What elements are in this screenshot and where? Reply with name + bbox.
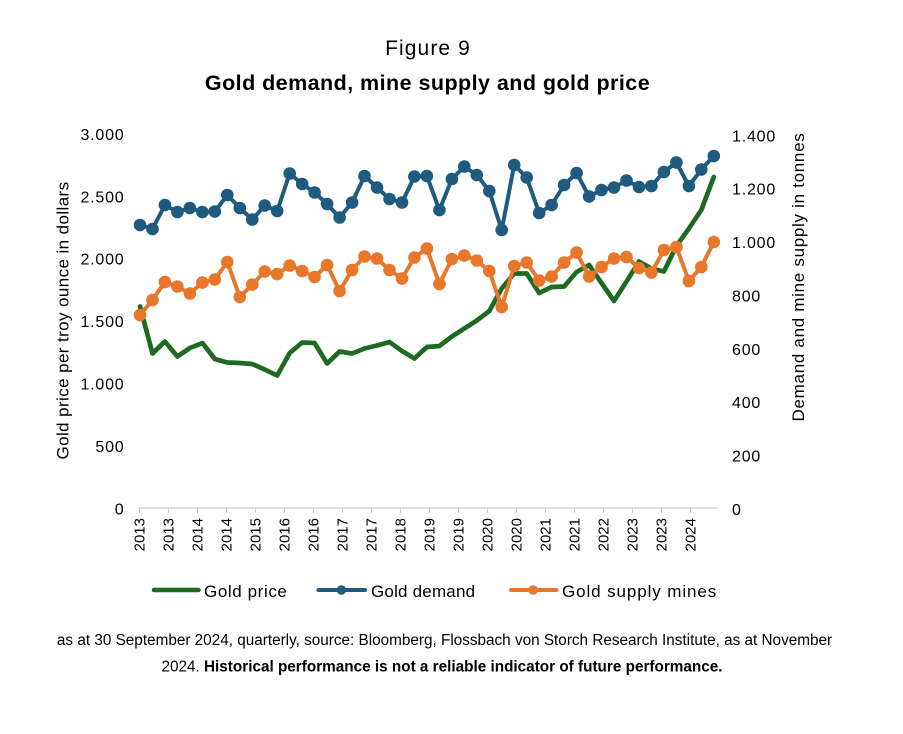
svg-text:2018: 2018 bbox=[393, 518, 410, 551]
svg-text:Figure 9: Figure 9 bbox=[385, 37, 471, 60]
svg-text:2016: 2016 bbox=[277, 518, 294, 551]
svg-text:1.500: 1.500 bbox=[80, 314, 124, 331]
svg-text:Gold price: Gold price bbox=[204, 582, 287, 601]
svg-text:Gold supply mines: Gold supply mines bbox=[562, 582, 717, 601]
svg-text:2024: 2024 bbox=[683, 518, 700, 551]
svg-text:2022: 2022 bbox=[596, 518, 613, 551]
svg-text:Demand and mine supply in tonn: Demand and mine supply in tonnes bbox=[789, 133, 808, 422]
svg-text:as at 30 September 2024, quart: as at 30 September 2024, quarterly, sour… bbox=[57, 632, 832, 649]
svg-text:400: 400 bbox=[732, 395, 761, 412]
svg-text:500: 500 bbox=[95, 439, 124, 456]
svg-text:2024. Historical performance i: 2024. Historical performance is not a re… bbox=[161, 659, 722, 676]
svg-text:2015: 2015 bbox=[248, 518, 265, 551]
svg-text:2023: 2023 bbox=[654, 518, 671, 551]
svg-text:2014: 2014 bbox=[219, 518, 236, 551]
svg-text:Gold demand: Gold demand bbox=[371, 582, 475, 601]
svg-text:2019: 2019 bbox=[451, 518, 468, 551]
svg-text:2014: 2014 bbox=[190, 518, 207, 551]
svg-text:1.400: 1.400 bbox=[732, 128, 776, 145]
svg-text:2013: 2013 bbox=[161, 518, 178, 551]
svg-text:1.200: 1.200 bbox=[732, 182, 776, 199]
svg-text:800: 800 bbox=[732, 288, 761, 305]
svg-text:2017: 2017 bbox=[335, 518, 352, 551]
svg-text:Gold demand, mine supply and g: Gold demand, mine supply and gold price bbox=[205, 71, 650, 95]
svg-text:2023: 2023 bbox=[625, 518, 642, 551]
svg-text:2020: 2020 bbox=[480, 518, 497, 551]
svg-text:1.000: 1.000 bbox=[80, 377, 124, 394]
svg-text:2020: 2020 bbox=[509, 518, 526, 551]
svg-text:2021: 2021 bbox=[538, 518, 555, 551]
svg-text:2021: 2021 bbox=[567, 518, 584, 551]
svg-text:Gold price per troy ounce in d: Gold price per troy ounce in dollars bbox=[54, 181, 73, 459]
svg-text:1.000: 1.000 bbox=[732, 235, 776, 252]
svg-text:2.500: 2.500 bbox=[80, 189, 124, 206]
svg-text:200: 200 bbox=[732, 449, 761, 466]
svg-text:2016: 2016 bbox=[306, 518, 323, 551]
svg-text:0: 0 bbox=[732, 502, 742, 519]
svg-text:2013: 2013 bbox=[132, 518, 149, 551]
svg-text:600: 600 bbox=[732, 342, 761, 359]
svg-text:2.000: 2.000 bbox=[80, 252, 124, 269]
svg-text:0: 0 bbox=[115, 501, 125, 518]
svg-text:2017: 2017 bbox=[364, 518, 381, 551]
svg-text:2019: 2019 bbox=[422, 518, 439, 551]
svg-text:3.000: 3.000 bbox=[80, 127, 124, 144]
